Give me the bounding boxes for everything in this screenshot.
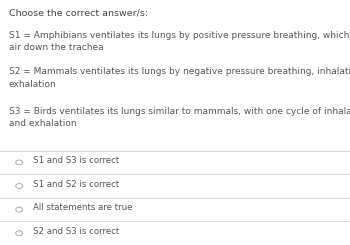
- Text: Choose the correct answer/s:: Choose the correct answer/s:: [9, 9, 148, 18]
- Text: S2 = Mammals ventilates its lungs by negative pressure breathing, inhalation and: S2 = Mammals ventilates its lungs by neg…: [9, 67, 350, 89]
- Text: S1 = Amphibians ventilates its lungs by positive pressure breathing, which force: S1 = Amphibians ventilates its lungs by …: [9, 31, 350, 52]
- Text: S1 and S3 is correct: S1 and S3 is correct: [33, 156, 119, 165]
- Text: S2 and S3 is correct: S2 and S3 is correct: [33, 227, 119, 236]
- Text: S3 = Birds ventilates its lungs similar to mammals, with one cycle of inhalation: S3 = Birds ventilates its lungs similar …: [9, 107, 350, 128]
- Text: All statements are true: All statements are true: [33, 203, 133, 212]
- Text: S1 and S2 is correct: S1 and S2 is correct: [33, 180, 119, 189]
